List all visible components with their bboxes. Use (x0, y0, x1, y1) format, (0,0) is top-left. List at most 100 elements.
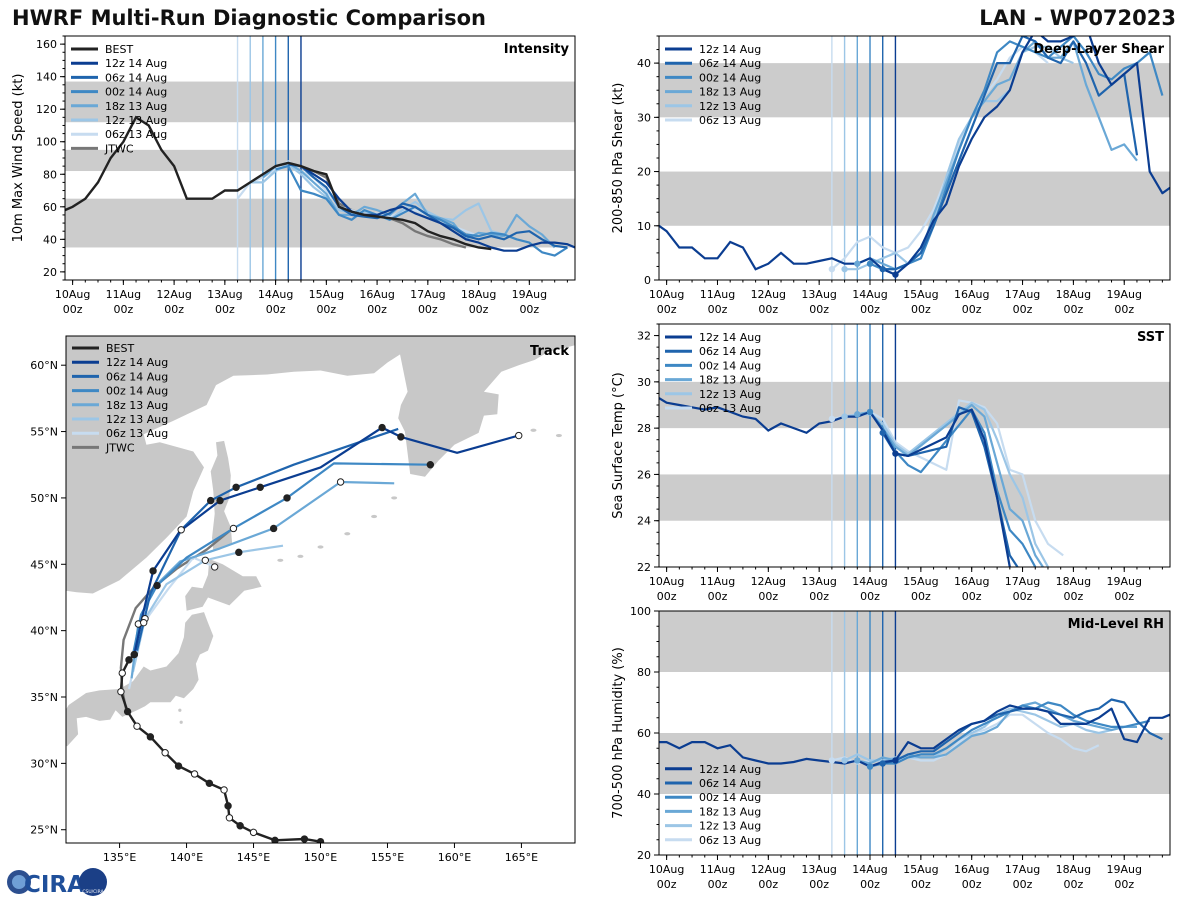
intensity-xtick-label: 18Aug (461, 288, 496, 301)
track-best-point (205, 779, 214, 787)
sst-legend-label: 06z 13 Aug (699, 402, 761, 415)
track-best-point (190, 770, 199, 778)
track-legend-label: 06z 13 Aug (106, 427, 168, 440)
rh-panel-title: Mid-Level RH (1068, 617, 1164, 632)
shear-ytick-label: 0 (644, 274, 651, 287)
sst-xtick-label: 12Aug (751, 575, 786, 588)
track-forecast-point (210, 563, 219, 571)
sst-xtick-label: 00z (758, 590, 778, 603)
island (555, 433, 562, 438)
shear-ylabel: 200-850 hPa Shear (kt) (611, 83, 626, 234)
track-lat-label: 40°N (30, 625, 58, 638)
sst-panel: 22 24 26 28 30 32 10Aug 00z 11Aug 00z 12Aug 00z 13Au… (611, 323, 1171, 603)
intensity-xtick-label: 00z (63, 303, 83, 316)
csu-seal-text: CSU/CIRA (82, 889, 104, 895)
intensity-plot-area (65, 36, 575, 280)
rh-xtick-label: 00z (911, 878, 931, 891)
track-best-point (118, 669, 126, 677)
track-forecast-point (229, 524, 238, 533)
intensity-xtick-label: 00z (367, 303, 387, 316)
track-forecast-point (206, 496, 215, 505)
rh-xtick-label: 00z (860, 878, 880, 891)
track-forecast-point (216, 496, 224, 505)
intensity-xtick-label: 00z (164, 303, 184, 316)
intensity-xtick-label: 12Aug (156, 288, 191, 301)
shear-series-line (894, 36, 1170, 276)
rh-ytick-label: 40 (637, 788, 651, 801)
track-lon-label: 155°E (371, 851, 404, 864)
shear-xtick-label: 00z (1064, 303, 1084, 316)
track-best-point (271, 836, 279, 843)
shear-init-marker (828, 265, 836, 273)
track-forecast-point (336, 478, 345, 486)
track-best-point (125, 656, 133, 664)
rh-band (659, 733, 1170, 794)
shear-xtick-label: 00z (1114, 303, 1134, 316)
intensity-series-line (300, 165, 575, 252)
rh-xtick-label: 00z (657, 878, 677, 891)
sst-xtick-label: 14Aug (852, 575, 887, 588)
shear-init-marker (854, 260, 861, 267)
track-best-point (224, 802, 232, 810)
sst-legend-label: 00z 14 Aug (699, 359, 761, 372)
track-legend-label: 18z 13 Aug (106, 399, 168, 412)
track-legend-label: JTWC (105, 441, 135, 454)
sst-xtick-label: 18Aug (1056, 575, 1091, 588)
sst-xtick-label: 00z (708, 590, 728, 603)
island (179, 720, 183, 724)
intensity-band (65, 81, 575, 123)
sst-legend-label: 18z 13 Aug (699, 374, 761, 387)
track-forecast-point (232, 483, 240, 492)
track-forecast-point (139, 618, 148, 627)
shear-xtick-label: 00z (708, 303, 728, 316)
track-forecast-point (426, 461, 435, 469)
shear-ytick-label: 30 (637, 111, 651, 124)
track-lon-label: 135°E (103, 851, 136, 864)
rh-xtick-label: 15Aug (903, 863, 938, 876)
track-lat-label: 60°N (30, 359, 58, 372)
track-best-point (174, 762, 183, 770)
rh-panel: 20 40 60 80 100 10Aug 00z 11Aug 00z 12Aug 00z 13Aug… (611, 605, 1171, 891)
sst-xtick-label: 00z (809, 590, 829, 603)
sst-plot-area (659, 324, 1170, 567)
intensity-xtick-label: 10Aug (55, 288, 90, 301)
cira-logo-text: CIRA (24, 872, 85, 898)
track-best-point (236, 822, 244, 830)
rh-ylabel: 700-500 hPa Humidity (%) (611, 647, 626, 819)
storm-id: LAN - WP072023 (979, 6, 1176, 30)
shear-xtick-label: 16Aug (954, 288, 989, 301)
rh-init-marker (828, 757, 836, 764)
rh-init-marker (879, 760, 886, 767)
rh-xtick-label: 19Aug (1106, 863, 1141, 876)
sst-ytick-label: 24 (637, 515, 651, 528)
track-forecast-point (378, 423, 386, 432)
sst-ytick-label: 32 (637, 330, 651, 343)
sst-band (659, 381, 1170, 429)
shear-legend-label: 12z 13 Aug (699, 100, 761, 113)
sst-legend-label: 12z 14 Aug (699, 331, 761, 344)
intensity-legend-label: 18z 13 Aug (105, 100, 167, 113)
shear-xtick-label: 00z (758, 303, 778, 316)
rh-ytick-label: 60 (637, 727, 651, 740)
kamchatka (396, 336, 575, 477)
shear-xtick-label: 15Aug (903, 288, 938, 301)
sst-xtick-label: 00z (860, 590, 880, 603)
cira-logo: CIRA CSU/CIRA (7, 868, 107, 898)
sst-xtick-label: 16Aug (954, 575, 989, 588)
intensity-xtick-label: 11Aug (106, 288, 141, 301)
track-legend-label: 12z 14 Aug (106, 356, 168, 369)
sst-ytick-label: 28 (637, 422, 651, 435)
rh-legend-label: 12z 14 Aug (699, 763, 761, 776)
track-best-point (300, 835, 309, 843)
sst-init-marker (828, 415, 836, 423)
shear-panel-title: Deep-Layer Shear (1033, 42, 1164, 57)
track-lon-label: 150°E (304, 851, 337, 864)
shear-ytick-label: 10 (637, 220, 651, 233)
sst-xtick-label: 13Aug (801, 575, 836, 588)
japan-hokkaido (185, 559, 262, 611)
track-forecast-point (201, 556, 210, 565)
track-lon-label: 140°E (170, 851, 203, 864)
track-forecast-point (130, 650, 139, 659)
rh-legend-label: 18z 13 Aug (699, 805, 761, 818)
